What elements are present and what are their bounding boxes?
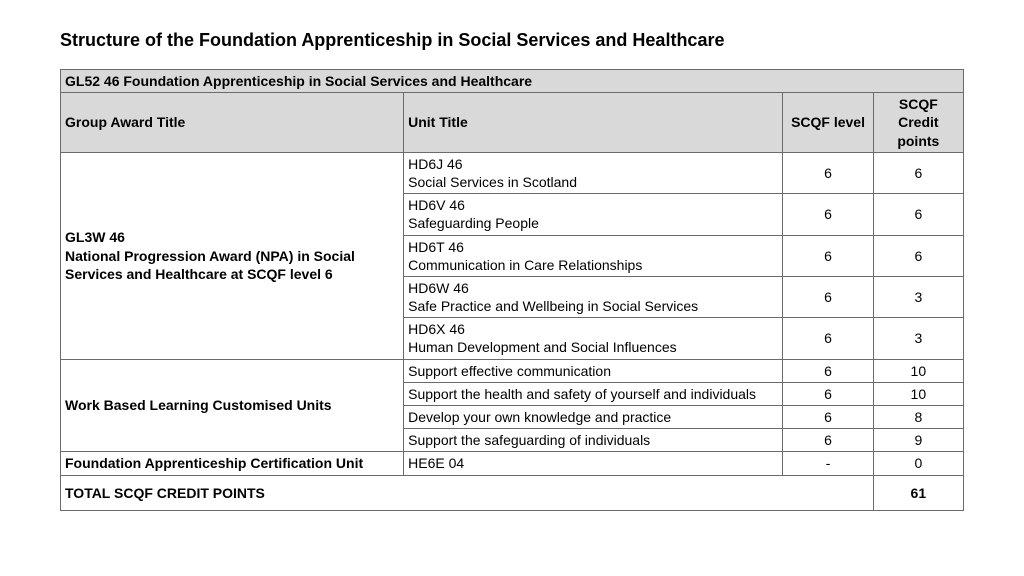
unit-level: 6 bbox=[783, 235, 873, 276]
table-row: Foundation Apprenticeship Certification … bbox=[61, 452, 964, 475]
table-title: GL52 46 Foundation Apprenticeship in Soc… bbox=[61, 70, 964, 93]
total-value: 61 bbox=[873, 475, 963, 510]
unit-title: HD6X 46Human Development and Social Infl… bbox=[404, 318, 783, 359]
unit-title: Develop your own knowledge and practice bbox=[404, 406, 783, 429]
unit-credit: 3 bbox=[873, 276, 963, 317]
unit-title: HD6W 46Safe Practice and Wellbeing in So… bbox=[404, 276, 783, 317]
unit-credit: 3 bbox=[873, 318, 963, 359]
unit-level: 6 bbox=[783, 152, 873, 193]
group-title: Foundation Apprenticeship Certification … bbox=[61, 452, 404, 475]
table-row: Work Based Learning Customised UnitsSupp… bbox=[61, 359, 964, 382]
unit-credit: 8 bbox=[873, 406, 963, 429]
unit-level: 6 bbox=[783, 194, 873, 235]
unit-level: 6 bbox=[783, 406, 873, 429]
table-title-row: GL52 46 Foundation Apprenticeship in Soc… bbox=[61, 70, 964, 93]
unit-level: 6 bbox=[783, 429, 873, 452]
unit-credit: 10 bbox=[873, 359, 963, 382]
unit-credit: 6 bbox=[873, 194, 963, 235]
unit-level: 6 bbox=[783, 318, 873, 359]
total-row: TOTAL SCQF CREDIT POINTS 61 bbox=[61, 475, 964, 510]
unit-title: Support the safeguarding of individuals bbox=[404, 429, 783, 452]
apprenticeship-table: GL52 46 Foundation Apprenticeship in Soc… bbox=[60, 69, 964, 511]
unit-title: HD6V 46Safeguarding People bbox=[404, 194, 783, 235]
table-row: GL3W 46National Progression Award (NPA) … bbox=[61, 152, 964, 193]
unit-title: Support the health and safety of yoursel… bbox=[404, 382, 783, 405]
unit-title: HD6J 46Social Services in Scotland bbox=[404, 152, 783, 193]
unit-level: 6 bbox=[783, 276, 873, 317]
header-unit: Unit Title bbox=[404, 93, 783, 153]
group-title: GL3W 46National Progression Award (NPA) … bbox=[61, 152, 404, 359]
unit-credit: 6 bbox=[873, 152, 963, 193]
header-row: Group Award Title Unit Title SCQF level … bbox=[61, 93, 964, 153]
total-label: TOTAL SCQF CREDIT POINTS bbox=[61, 475, 874, 510]
unit-credit: 10 bbox=[873, 382, 963, 405]
unit-level: - bbox=[783, 452, 873, 475]
unit-credit: 9 bbox=[873, 429, 963, 452]
header-level: SCQF level bbox=[783, 93, 873, 153]
unit-title: HD6T 46Communication in Care Relationshi… bbox=[404, 235, 783, 276]
page-title: Structure of the Foundation Apprenticesh… bbox=[60, 30, 964, 51]
unit-credit: 6 bbox=[873, 235, 963, 276]
header-group: Group Award Title bbox=[61, 93, 404, 153]
group-title: Work Based Learning Customised Units bbox=[61, 359, 404, 452]
unit-level: 6 bbox=[783, 359, 873, 382]
header-credit: SCQF Credit points bbox=[873, 93, 963, 153]
unit-title: Support effective communication bbox=[404, 359, 783, 382]
unit-level: 6 bbox=[783, 382, 873, 405]
unit-credit: 0 bbox=[873, 452, 963, 475]
unit-title: HE6E 04 bbox=[404, 452, 783, 475]
